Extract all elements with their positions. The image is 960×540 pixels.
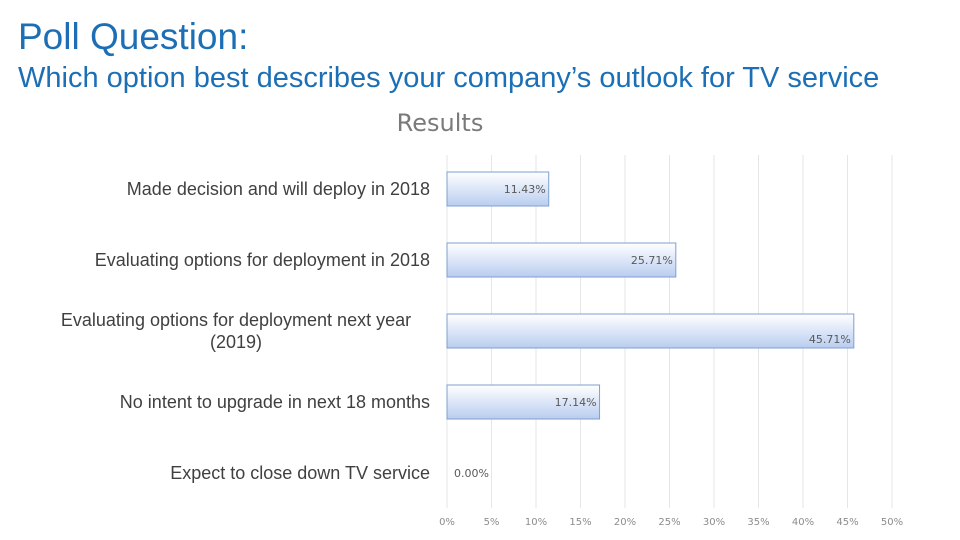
x-tick-label: 30% <box>703 517 725 528</box>
bar-data-label: 0.00% <box>454 467 489 480</box>
category-label: Evaluating options for deployment next y… <box>61 310 411 352</box>
x-tick-label: 15% <box>569 517 591 528</box>
x-tick-label: 5% <box>484 517 500 528</box>
category-label-line: Evaluating options for deployment in 201… <box>95 250 430 270</box>
x-tick-label: 10% <box>525 517 547 528</box>
x-tick-label: 40% <box>792 517 814 528</box>
category-label: Made decision and will deploy in 2018 <box>127 179 430 199</box>
x-tick-label: 25% <box>658 517 680 528</box>
bar-data-label: 25.71% <box>631 254 673 267</box>
bar-data-label: 45.71% <box>809 333 851 346</box>
category-label: No intent to upgrade in next 18 months <box>120 392 430 412</box>
x-tick-label: 0% <box>439 517 455 528</box>
poll-question: Which option best describes your company… <box>18 62 880 94</box>
bar-data-label: 11.43% <box>504 183 546 196</box>
category-label-line: (2019) <box>210 332 262 352</box>
bar <box>446 171 550 207</box>
category-label: Evaluating options for deployment in 201… <box>95 250 430 270</box>
bar <box>446 242 677 278</box>
slide-title: Poll Question: <box>18 16 249 57</box>
category-label-line: Evaluating options for deployment next y… <box>61 310 411 330</box>
x-tick-label: 20% <box>614 517 636 528</box>
bar <box>446 313 855 349</box>
x-tick-label: 35% <box>747 517 769 528</box>
bar <box>446 384 601 420</box>
category-label-line: Expect to close down TV service <box>170 463 430 483</box>
category-label-line: No intent to upgrade in next 18 months <box>120 392 430 412</box>
chart-title: Results <box>397 109 484 137</box>
category-label: Expect to close down TV service <box>170 463 430 483</box>
x-tick-label: 45% <box>836 517 858 528</box>
bar-data-label: 17.14% <box>555 396 597 409</box>
x-tick-label: 50% <box>881 517 903 528</box>
category-label-line: Made decision and will deploy in 2018 <box>127 179 430 199</box>
